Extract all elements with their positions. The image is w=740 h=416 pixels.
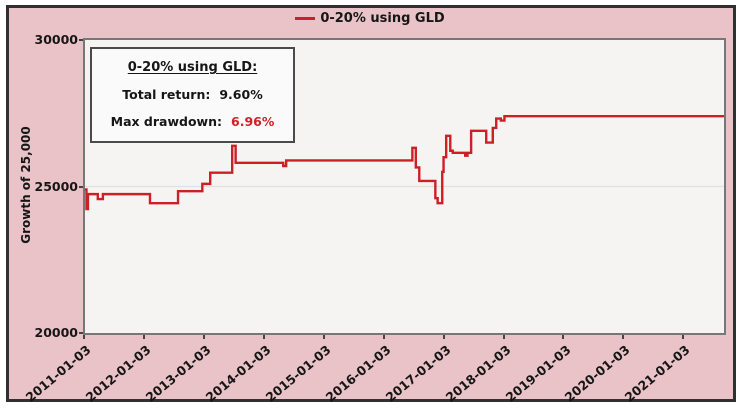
y-tick-mark [79,332,83,334]
y-tick-label: 20000 [34,325,79,340]
x-tick-label: 2021-01-03 [603,339,693,405]
x-tick-mark [142,335,145,339]
max-drawdown-value: 6.96% [231,114,275,129]
x-tick-mark [442,335,445,339]
legend-line-swatch [295,16,316,20]
total-return-value: 9.60% [219,87,263,102]
y-tick-mark [79,39,83,41]
series-line [85,114,724,211]
info-box-title: 0-20% using GLD: [127,60,258,75]
x-tick-mark [682,335,685,339]
legend-label: 0-20% using GLD [320,10,445,26]
info-box: 0-20% using GLD: Total return: 9.60% Max… [90,47,295,143]
chart-line-svg [85,114,724,211]
y-tick-mark [79,185,83,188]
x-tick-mark [562,335,565,339]
total-return-row: Total return: 9.60% [122,87,262,102]
total-return-label: Total return: [122,87,211,102]
x-tick-mark [83,335,85,339]
x-tick-mark [262,335,265,339]
max-drawdown-label: Max drawdown: [110,114,222,129]
max-drawdown-row: Max drawdown: 6.96% [111,114,275,129]
y-tick-label: 30000 [34,32,79,47]
x-tick-mark [622,335,625,339]
x-tick-mark [202,335,205,339]
x-tick-mark [502,335,505,339]
chart-legend: 0-20% using GLD [0,9,740,27]
x-tick-mark [382,335,385,339]
x-tick-mark [322,335,325,339]
y-tick-label: 25000 [34,178,79,194]
